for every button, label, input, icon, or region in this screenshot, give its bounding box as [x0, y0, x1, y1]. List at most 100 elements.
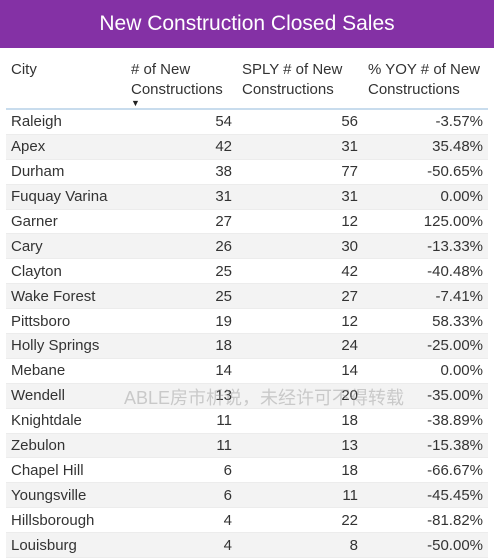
cell-yoy: -45.45% — [363, 482, 488, 509]
table-row[interactable]: Cary 26 30 -13.33% — [6, 233, 488, 260]
cell-city: Louisburg — [6, 532, 126, 558]
cell-new-constructions: 25 — [126, 283, 237, 310]
cell-sply: 22 — [237, 507, 363, 534]
cell-new-constructions: 26 — [126, 233, 237, 260]
cell-new-constructions: 25 — [126, 258, 237, 285]
cell-new-constructions: 13 — [126, 383, 237, 409]
table-row[interactable]: Holly Springs 18 24 -25.00% — [6, 333, 488, 359]
cell-sply: 77 — [237, 159, 363, 185]
cell-city: Apex — [6, 134, 126, 160]
cell-city: Raleigh — [6, 109, 126, 135]
table-row[interactable]: Mebane 14 14 0.00% — [6, 358, 488, 384]
cell-yoy: -15.38% — [363, 433, 488, 459]
cell-city: Holly Springs — [6, 333, 126, 359]
cell-new-constructions: 18 — [126, 333, 237, 359]
cell-yoy: -25.00% — [363, 333, 488, 359]
cell-sply: 12 — [237, 308, 363, 335]
cell-city: Pittsboro — [6, 308, 126, 335]
cell-new-constructions: 6 — [126, 482, 237, 509]
cell-new-constructions: 19 — [126, 308, 237, 335]
cell-city: Clayton — [6, 258, 126, 285]
cell-sply: 30 — [237, 233, 363, 260]
cell-yoy: -50.00% — [363, 532, 488, 558]
cell-sply: 27 — [237, 283, 363, 310]
table-row[interactable]: Raleigh 54 56 -3.57% — [6, 109, 488, 135]
cell-city: Mebane — [6, 358, 126, 384]
cell-yoy: 0.00% — [363, 358, 488, 384]
table-row[interactable]: Louisburg 4 8 -50.00% — [6, 532, 488, 558]
title-bar: New Construction Closed Sales — [0, 0, 494, 48]
cell-sply: 20 — [237, 383, 363, 409]
table-row[interactable]: Clayton 25 42 -40.48% — [6, 258, 488, 285]
cell-yoy: -3.57% — [363, 109, 488, 135]
cell-yoy: 125.00% — [363, 209, 488, 235]
cell-city: Cary — [6, 233, 126, 260]
cell-sply: 14 — [237, 358, 363, 384]
cell-yoy: -35.00% — [363, 383, 488, 409]
sort-descending-icon: ▼ — [131, 98, 140, 108]
cell-new-constructions: 38 — [126, 159, 237, 185]
cell-new-constructions: 11 — [126, 433, 237, 459]
table-row[interactable]: Zebulon 11 13 -15.38% — [6, 433, 488, 459]
cell-yoy: -50.65% — [363, 159, 488, 185]
table-row[interactable]: Fuquay Varina 31 31 0.00% — [6, 184, 488, 210]
cell-sply: 42 — [237, 258, 363, 285]
page-title: New Construction Closed Sales — [99, 12, 395, 35]
cell-new-constructions: 14 — [126, 358, 237, 384]
cell-yoy: 35.48% — [363, 134, 488, 160]
table-row[interactable]: Apex 42 31 35.48% — [6, 134, 488, 160]
cell-sply: 11 — [237, 482, 363, 509]
cell-new-constructions: 11 — [126, 408, 237, 434]
table-row[interactable]: Hillsborough 4 22 -81.82% — [6, 507, 488, 534]
column-header-yoy[interactable]: % YOY # of New Constructions — [363, 54, 488, 110]
sales-table: City # of New Constructions ▼ SPLY # of … — [6, 54, 488, 558]
column-header-sply[interactable]: SPLY # of New Constructions — [237, 54, 363, 110]
table-header-row: City # of New Constructions ▼ SPLY # of … — [6, 54, 488, 110]
cell-sply: 18 — [237, 457, 363, 484]
cell-yoy: -7.41% — [363, 283, 488, 310]
table-row[interactable]: Youngsville 6 11 -45.45% — [6, 482, 488, 509]
cell-sply: 18 — [237, 408, 363, 434]
table-row[interactable]: Durham 38 77 -50.65% — [6, 159, 488, 185]
cell-city: Fuquay Varina — [6, 184, 126, 210]
cell-yoy: 0.00% — [363, 184, 488, 210]
table-body: Raleigh 54 56 -3.57% Apex 42 31 35.48% Durham 38 7… — [6, 109, 488, 558]
cell-city: Wake Forest — [6, 283, 126, 310]
cell-city: Garner — [6, 209, 126, 235]
cell-sply: 56 — [237, 109, 363, 135]
cell-new-constructions: 6 — [126, 457, 237, 484]
table-row[interactable]: Garner 27 12 125.00% — [6, 209, 488, 235]
cell-new-constructions: 42 — [126, 134, 237, 160]
cell-city: Knightdale — [6, 408, 126, 434]
cell-city: Zebulon — [6, 433, 126, 459]
cell-yoy: -66.67% — [363, 457, 488, 484]
cell-new-constructions: 4 — [126, 532, 237, 558]
cell-new-constructions: 27 — [126, 209, 237, 235]
cell-sply: 31 — [237, 184, 363, 210]
cell-yoy: -13.33% — [363, 233, 488, 260]
column-header-new-constructions[interactable]: # of New Constructions ▼ — [126, 54, 237, 110]
table-row[interactable]: Wendell 13 20 -35.00% — [6, 383, 488, 409]
cell-city: Wendell — [6, 383, 126, 409]
cell-sply: 8 — [237, 532, 363, 558]
table-row[interactable]: Knightdale 11 18 -38.89% — [6, 408, 488, 434]
cell-city: Hillsborough — [6, 507, 126, 534]
cell-sply: 13 — [237, 433, 363, 459]
cell-new-constructions: 54 — [126, 109, 237, 135]
table-row[interactable]: Chapel Hill 6 18 -66.67% — [6, 457, 488, 484]
cell-city: Durham — [6, 159, 126, 185]
cell-new-constructions: 4 — [126, 507, 237, 534]
cell-sply: 31 — [237, 134, 363, 160]
cell-yoy: -81.82% — [363, 507, 488, 534]
cell-city: Youngsville — [6, 482, 126, 509]
cell-sply: 12 — [237, 209, 363, 235]
cell-new-constructions: 31 — [126, 184, 237, 210]
cell-yoy: 58.33% — [363, 308, 488, 335]
cell-city: Chapel Hill — [6, 457, 126, 484]
cell-yoy: -38.89% — [363, 408, 488, 434]
cell-yoy: -40.48% — [363, 258, 488, 285]
table-row[interactable]: Wake Forest 25 27 -7.41% — [6, 283, 488, 310]
cell-sply: 24 — [237, 333, 363, 359]
table-row[interactable]: Pittsboro 19 12 58.33% — [6, 308, 488, 335]
column-header-city[interactable]: City — [6, 54, 126, 110]
